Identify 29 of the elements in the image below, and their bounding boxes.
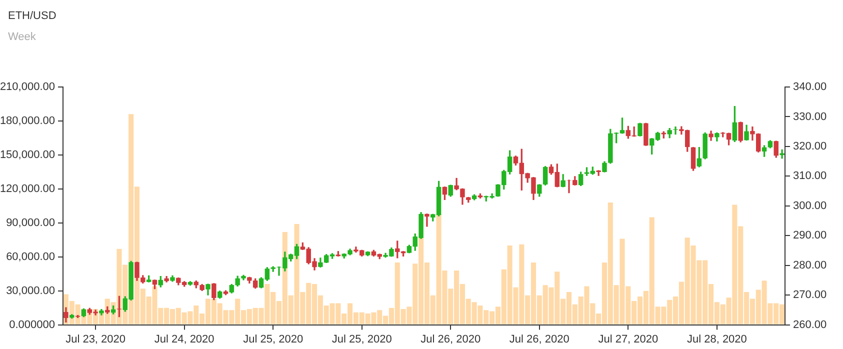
y2-tick-label: 320.00	[793, 140, 827, 152]
y2-tick-label: 270.00	[793, 289, 827, 302]
y2-tick-label: 290.00	[793, 230, 827, 242]
x-tick-label: Jul 25, 2020	[243, 333, 304, 346]
y-tick-label: 210,000.00	[0, 81, 55, 94]
x-tick-label: Jul 23, 2020	[66, 333, 126, 346]
x-tick-label: Jul 27, 2020	[598, 333, 658, 346]
y2-tick-label: 330.00	[793, 110, 827, 123]
x-tick-label: Jul 28, 2020	[686, 333, 747, 346]
y2-tick-label: 280.00	[793, 259, 827, 272]
chart-subtitle: Week	[8, 31, 36, 43]
y2-tick-label: 340.00	[793, 81, 827, 94]
chart-title: ETH/USD	[8, 10, 56, 22]
y-tick-label: 150,000.00	[0, 148, 55, 161]
y-tick-label: 30,000.00	[6, 284, 55, 297]
y-tick-label: 60,000.00	[6, 250, 55, 263]
y-tick-label: 120,000.00	[0, 182, 55, 195]
x-tick-label: Jul 26, 2020	[509, 333, 570, 346]
y-tick-label: 180,000.00	[0, 115, 55, 128]
y-tick-label: 0.000000	[9, 318, 55, 331]
y-tick-label: 90,000.00	[6, 216, 55, 229]
y2-tick-label: 300.00	[793, 200, 827, 212]
candlestick	[673, 126, 678, 135]
x-tick-label: Jul 25, 2020	[332, 333, 392, 346]
x-tick-label: Jul 26, 2020	[420, 333, 481, 346]
y2-tick-label: 260.00	[793, 318, 827, 331]
x-tick-label: Jul 24, 2020	[154, 333, 214, 346]
candlestick	[424, 214, 430, 227]
y2-tick-label: 310.00	[793, 170, 827, 182]
